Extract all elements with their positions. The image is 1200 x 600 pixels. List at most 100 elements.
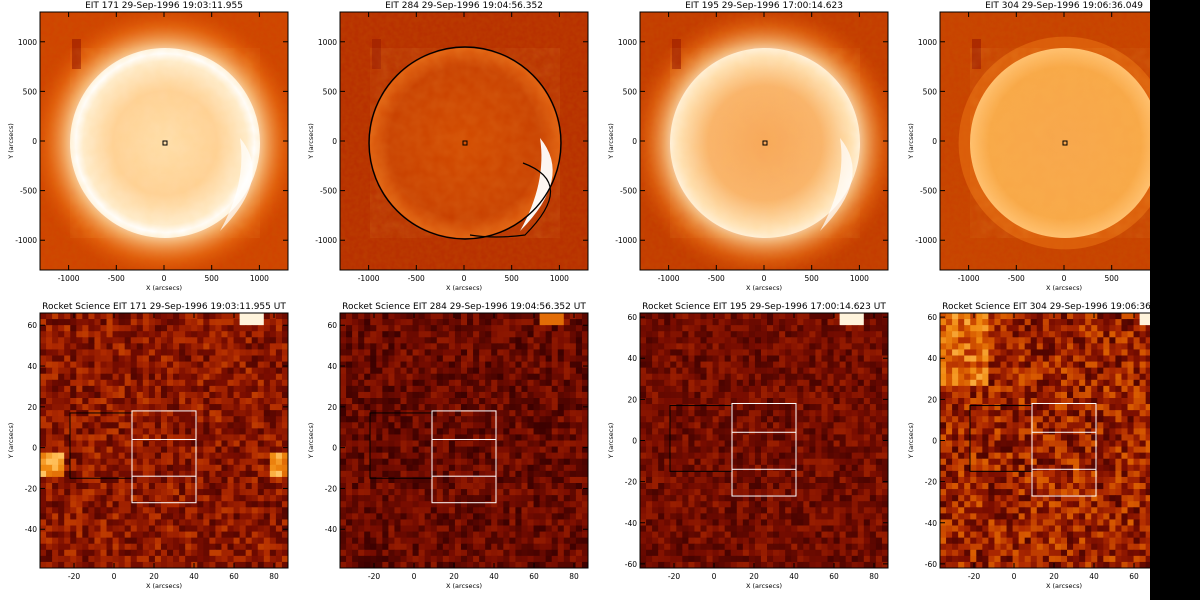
pixel-cell <box>700 470 708 478</box>
pixel-cell <box>551 501 559 508</box>
pixel-cell <box>473 495 480 502</box>
ccd-artefact <box>72 39 81 69</box>
pixel-cell <box>815 440 823 448</box>
pixel-cell <box>221 319 229 326</box>
pixel-cell <box>712 349 720 357</box>
pixel-cell <box>424 531 432 539</box>
pixel-cell <box>809 410 817 417</box>
pixel-cell <box>221 313 229 320</box>
pixel-cell <box>70 325 77 332</box>
pixel-cell <box>575 452 583 460</box>
pixel-cell <box>736 416 744 423</box>
pixel-cell <box>430 331 438 338</box>
pixel-cell <box>857 313 865 320</box>
y-tick-label: 60 <box>327 321 337 330</box>
pixel-cell <box>581 519 588 527</box>
pixel-cell <box>245 355 253 363</box>
pixel-cell <box>851 446 859 454</box>
pixel-cell <box>112 373 120 381</box>
pixel-cell <box>575 337 583 344</box>
pixel-cell <box>430 428 438 436</box>
pixel-cell <box>851 361 859 369</box>
pixel-cell <box>142 391 150 399</box>
pixel-cell <box>712 313 720 320</box>
pixel-cell <box>460 483 468 490</box>
pixel-cell <box>875 385 883 393</box>
pixel-cell <box>100 379 108 387</box>
pixel-cell <box>581 513 588 521</box>
pixel-cell <box>76 434 83 442</box>
pixel-cell <box>718 319 726 326</box>
pixel-cell <box>64 507 71 514</box>
pixel-cell <box>263 385 271 393</box>
pixel-cell <box>545 440 553 448</box>
pixel-cell <box>70 410 77 417</box>
pixel-cell <box>197 464 204 472</box>
pixel-cell <box>88 452 96 460</box>
pixel-cell <box>52 507 59 514</box>
pixel-cell <box>815 489 823 496</box>
pixel-cell <box>736 367 744 375</box>
pixel-cell <box>185 379 192 387</box>
pixel-cell <box>340 464 347 472</box>
pixel-cell <box>460 446 468 454</box>
pixel-cell <box>148 525 156 533</box>
pixel-cell <box>382 464 389 472</box>
pixel-cell <box>875 470 883 478</box>
pixel-cell <box>46 483 53 490</box>
pixel-cell <box>106 519 114 527</box>
pixel-cell <box>454 464 462 472</box>
pixel-cell <box>136 373 144 381</box>
pixel-cell <box>473 489 480 496</box>
pixel-cell <box>124 525 132 533</box>
pixel-cell <box>515 519 523 527</box>
pixel-cell <box>148 470 156 478</box>
pixel-cell <box>281 398 288 405</box>
pixel-cell <box>857 385 865 393</box>
pixel-cell <box>58 391 65 399</box>
pixel-cell <box>203 410 210 417</box>
pixel-cell <box>215 373 223 381</box>
pixel-cell <box>779 398 786 405</box>
pixel-cell <box>197 452 204 460</box>
pixel-cell <box>275 440 283 448</box>
pixel-cell <box>112 561 120 568</box>
pixel-cell <box>712 452 720 460</box>
pixel-cell <box>748 410 756 417</box>
x-axis-label: X (arcsecs) <box>1046 284 1082 292</box>
pixel-cell <box>281 464 288 472</box>
pixel-cell <box>400 434 408 442</box>
pixel-cell <box>688 501 696 508</box>
pixel-cell <box>70 440 77 448</box>
pixel-cell <box>370 434 377 442</box>
pixel-cell <box>46 398 53 405</box>
pixel-cell <box>106 489 114 496</box>
pixel-cell <box>136 361 144 369</box>
pixel-cell <box>467 519 474 527</box>
pixel-cell <box>694 422 702 429</box>
pixel-cell <box>436 410 444 417</box>
pixel-cell <box>136 379 144 387</box>
pixel-cell <box>646 355 653 363</box>
pixel-cell <box>179 391 186 399</box>
pixel-cell <box>142 404 150 411</box>
pixel-cell <box>257 519 265 527</box>
pixel-cell <box>767 398 774 405</box>
pixel-cell <box>382 537 389 545</box>
pixel-cell <box>112 422 120 429</box>
pixel-cell <box>652 428 659 436</box>
pixel-cell <box>64 319 71 326</box>
pixel-cell <box>467 531 474 539</box>
pixel-cell <box>436 464 444 472</box>
pixel-cell <box>64 483 71 490</box>
pixel-cell <box>215 361 223 369</box>
pixel-cell <box>70 555 77 563</box>
pixel-cell <box>509 483 517 490</box>
pixel-cell <box>364 422 371 429</box>
pixel-cell <box>251 525 259 533</box>
pixel-cell <box>694 325 702 332</box>
pixel-cell <box>118 555 126 563</box>
pixel-cell <box>148 483 156 490</box>
pixel-cell <box>491 416 498 423</box>
pixel-cell <box>406 549 414 557</box>
